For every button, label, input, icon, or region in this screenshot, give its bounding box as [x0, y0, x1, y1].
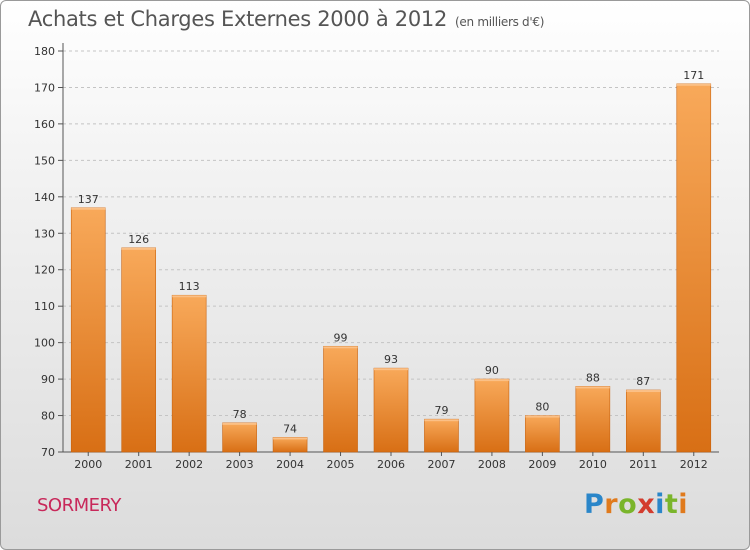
- bar-highlight: [273, 437, 308, 440]
- logo-letter: P: [584, 489, 605, 520]
- logo-letter: o: [618, 489, 638, 520]
- bar-highlight: [676, 83, 711, 86]
- bar-highlight: [222, 422, 257, 425]
- y-tick-label: 130: [34, 227, 55, 240]
- logo-letter: r: [604, 489, 619, 520]
- bar-value-label: 93: [384, 353, 398, 366]
- bar: [424, 418, 459, 453]
- y-tick-label: 160: [34, 118, 55, 131]
- bar-value-label: 88: [586, 371, 600, 384]
- bar: [323, 345, 358, 453]
- place-name: SORMERY: [37, 495, 121, 516]
- x-tick-label: 2010: [579, 458, 607, 471]
- bar-value-label: 171: [683, 69, 704, 82]
- bar: [70, 207, 106, 453]
- logo-letter: x: [637, 489, 656, 520]
- bar-value-label: 78: [233, 408, 247, 421]
- bar-highlight: [121, 247, 156, 250]
- bar: [575, 386, 611, 453]
- x-tick-label: 2009: [528, 458, 556, 471]
- bar-value-label: 137: [78, 193, 99, 206]
- bar: [121, 247, 156, 453]
- bar-highlight: [374, 368, 408, 371]
- bar-value-label: 79: [434, 404, 448, 417]
- bar-highlight: [71, 207, 106, 210]
- bar-value-label: 126: [128, 233, 149, 246]
- x-tick-label: 2007: [427, 458, 455, 471]
- proxiti-logo: Proxiti: [584, 489, 688, 520]
- y-tick-label: 140: [34, 191, 55, 204]
- y-tick-label: 170: [34, 81, 55, 94]
- x-tick-label: 2000: [74, 458, 102, 471]
- bar-value-label: 74: [283, 422, 297, 435]
- bar: [676, 83, 712, 453]
- logo-letter: i: [655, 489, 665, 520]
- y-tick-label: 150: [34, 154, 55, 167]
- bar-value-label: 87: [636, 375, 650, 388]
- x-tick-label: 2006: [377, 458, 405, 471]
- bar-highlight: [172, 295, 207, 298]
- x-tick-label: 2008: [478, 458, 506, 471]
- bar-highlight: [626, 390, 661, 393]
- bar-value-label: 113: [179, 280, 200, 293]
- y-tick-label: 80: [41, 410, 55, 423]
- x-tick-label: 2012: [680, 458, 708, 471]
- chart-title: Achats et Charges Externes 2000 à 2012 (e…: [28, 7, 544, 31]
- x-tick-label: 2011: [629, 458, 657, 471]
- bar-value-label: 80: [535, 401, 549, 414]
- x-tick-label: 2005: [327, 458, 355, 471]
- bar: [525, 415, 560, 453]
- x-tick-label: 2003: [226, 458, 254, 471]
- y-tick-label: 120: [34, 264, 55, 277]
- bar: [222, 422, 257, 453]
- bar: [373, 367, 409, 453]
- y-tick-label: 100: [34, 337, 55, 350]
- bar-highlight: [525, 415, 560, 418]
- x-tick-label: 2004: [276, 458, 304, 471]
- y-tick-label: 110: [34, 300, 55, 313]
- bar-value-label: 99: [334, 331, 348, 344]
- y-tick-label: 90: [41, 373, 55, 386]
- chart-subtitle: (en milliers d'€): [455, 15, 545, 29]
- bar: [626, 389, 661, 453]
- x-tick-label: 2001: [125, 458, 153, 471]
- logo-letter: i: [678, 489, 689, 520]
- y-tick-label: 70: [41, 446, 55, 459]
- bar: [171, 294, 207, 453]
- bar-value-label: 90: [485, 364, 499, 377]
- y-tick-label: 180: [34, 45, 55, 58]
- bar-highlight: [575, 386, 610, 389]
- title-text: Achats et Charges Externes 2000 à 2012: [28, 7, 448, 31]
- bar: [272, 437, 308, 453]
- bar-highlight: [424, 419, 459, 422]
- logo-letter: t: [664, 489, 679, 520]
- bar: [474, 378, 510, 453]
- bar-highlight: [323, 346, 358, 349]
- bar-highlight: [474, 379, 509, 382]
- x-tick-label: 2002: [175, 458, 203, 471]
